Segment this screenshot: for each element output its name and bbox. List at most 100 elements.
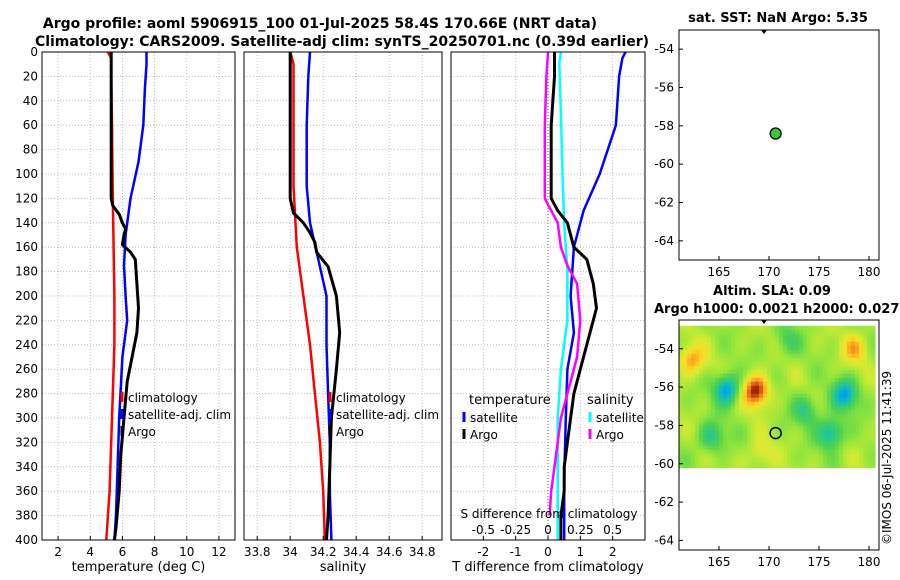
sla-heatmap-cell — [803, 381, 808, 387]
sla-heatmap-cell — [723, 445, 728, 451]
sla-heatmap-cell — [711, 421, 716, 427]
sla-heatmap-cell — [747, 417, 752, 423]
sla-heatmap-cell — [783, 457, 788, 463]
sla-heatmap-cell — [759, 445, 764, 451]
sla-heatmap-cell — [751, 361, 756, 367]
sla-heatmap-cell — [779, 437, 784, 443]
sla-heatmap-cell — [795, 361, 800, 367]
sla-heatmap-cell — [703, 405, 708, 411]
sla-heatmap-cell — [795, 333, 800, 339]
sla-heatmap-cell — [855, 425, 860, 431]
sla-heatmap-cell — [851, 357, 856, 363]
legend-salinity-label-1: Argo — [596, 428, 624, 442]
sla-heatmap-cell — [735, 329, 740, 335]
sla-heatmap-cell — [707, 349, 712, 355]
sla-heatmap-cell — [827, 333, 832, 339]
sla-heatmap-cell — [811, 345, 816, 351]
sla-heatmap-cell — [799, 357, 804, 363]
sla-heatmap-cell — [727, 397, 732, 403]
sla-heatmap-cell — [711, 325, 716, 331]
sla-heatmap-cell — [743, 377, 748, 383]
sla-heatmap-cell — [703, 453, 708, 459]
sla-heatmap-cell — [683, 357, 688, 363]
sla-heatmap-cell — [803, 357, 808, 363]
sla-heatmap-cell — [679, 405, 684, 411]
sla-heatmap-cell — [819, 417, 824, 423]
sla-heatmap-cell — [751, 329, 756, 335]
sla-heatmap-cell — [863, 453, 868, 459]
sla-heatmap-cell — [755, 461, 760, 467]
sla-heatmap-cell — [723, 429, 728, 435]
sla-heatmap-cell — [767, 401, 772, 407]
sla-heatmap-cell — [823, 381, 828, 387]
sla-heatmap-cell — [695, 381, 700, 387]
sla-heatmap-cell — [855, 417, 860, 423]
sla-heatmap-cell — [867, 373, 872, 379]
sla-heatmap-cell — [839, 373, 844, 379]
sst_map-ytick-label: -56 — [654, 81, 674, 95]
sla-heatmap-cell — [751, 365, 756, 371]
sla-heatmap-cell — [703, 373, 708, 379]
sla-heatmap-cell — [819, 389, 824, 395]
sla-heatmap-cell — [739, 345, 744, 351]
sla-heatmap-cell — [827, 345, 832, 351]
sla-heatmap-cell — [715, 445, 720, 451]
sla-heatmap-cell — [679, 377, 684, 383]
sla-heatmap-cell — [727, 421, 732, 427]
sla-heatmap-cell — [763, 365, 768, 371]
sla-heatmap-cell — [827, 349, 832, 355]
sla-heatmap-cell — [767, 445, 772, 451]
sla-heatmap-cell — [743, 413, 748, 419]
sla-heatmap-cell — [807, 381, 812, 387]
sla-heatmap-cell — [811, 417, 816, 423]
sla-heatmap-cell — [819, 345, 824, 351]
sla-heatmap-cell — [747, 377, 752, 383]
sla-heatmap-cell — [807, 405, 812, 411]
sla-heatmap-cell — [799, 441, 804, 447]
sla-heatmap-cell — [823, 333, 828, 339]
sla-heatmap-cell — [831, 341, 836, 347]
sla-heatmap-cell — [695, 409, 700, 415]
sla-heatmap-cell — [731, 377, 736, 383]
sla-heatmap-cell — [755, 329, 760, 335]
sla-heatmap-cell — [751, 449, 756, 455]
sla-heatmap-cell — [679, 421, 684, 427]
sla-heatmap-cell — [727, 341, 732, 347]
sla-heatmap-cell — [831, 437, 836, 443]
sla-heatmap-cell — [731, 409, 736, 415]
sla-heatmap-cell — [823, 425, 828, 431]
sla-heatmap-cell — [743, 365, 748, 371]
sla-heatmap-cell — [855, 393, 860, 399]
sla-heatmap-cell — [799, 365, 804, 371]
sla-heatmap-cell — [743, 369, 748, 375]
sla-heatmap-cell — [815, 365, 820, 371]
sla-heatmap-cell — [807, 401, 812, 407]
difference-xtick-label: 0 — [544, 545, 552, 559]
sla-heatmap-cell — [747, 441, 752, 447]
sla-heatmap-cell — [687, 341, 692, 347]
sla-heatmap-cell — [831, 353, 836, 359]
sla-heatmap-cell — [711, 449, 716, 455]
sla-heatmap-cell — [751, 349, 756, 355]
sla-heatmap-cell — [791, 345, 796, 351]
sla-heatmap-cell — [839, 457, 844, 463]
sla-heatmap-cell — [843, 389, 848, 395]
sla-heatmap-cell — [707, 461, 712, 467]
sla-heatmap-cell — [831, 389, 836, 395]
sla-heatmap-cell — [771, 329, 776, 335]
sla-heatmap-cell — [863, 385, 868, 391]
sla-heatmap-cell — [687, 325, 692, 331]
legend-salinity-label-0: satellite — [596, 411, 644, 425]
sla-heatmap-cell — [867, 365, 872, 371]
sla-heatmap-cell — [767, 405, 772, 411]
sla-heatmap-cell — [863, 425, 868, 431]
sla-heatmap-cell — [715, 461, 720, 467]
sla-heatmap-cell — [747, 341, 752, 347]
sla-heatmap-cell — [763, 433, 768, 439]
sla-heatmap-cell — [735, 401, 740, 407]
sla-heatmap-cell — [715, 373, 720, 379]
sla-heatmap-cell — [799, 413, 804, 419]
sla-heatmap-cell — [859, 393, 864, 399]
sla-heatmap-cell — [707, 357, 712, 363]
sla-heatmap-cell — [771, 381, 776, 387]
